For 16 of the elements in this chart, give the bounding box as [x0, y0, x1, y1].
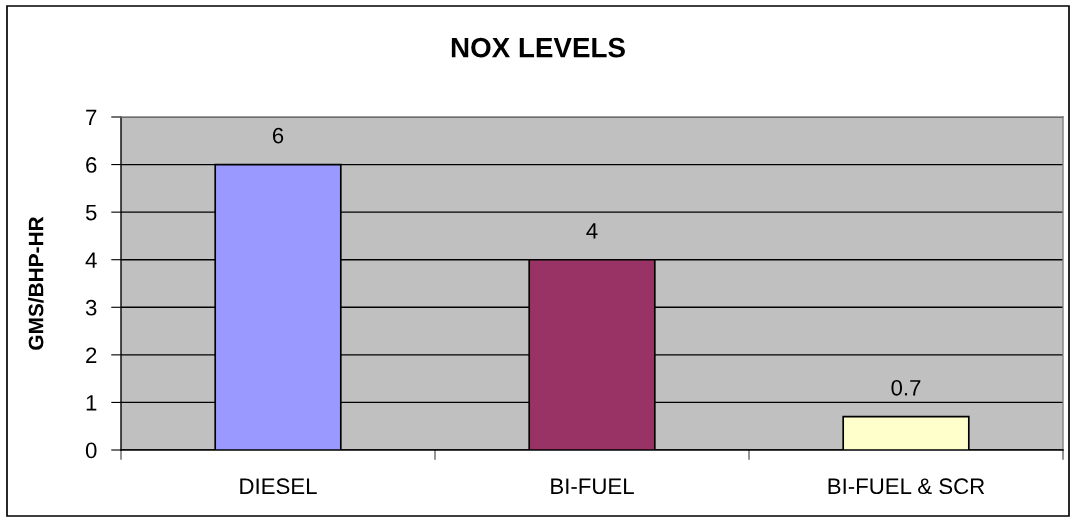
- y-tick-label: 3: [85, 299, 97, 316]
- y-tick-label: 6: [86, 157, 97, 173]
- y-tick-label: 1: [86, 395, 97, 411]
- y-axis-title: GMS/BHP-HR: [28, 216, 44, 350]
- chart-title: NOX LEVELS: [451, 37, 625, 58]
- data-label: 4: [586, 223, 598, 239]
- y-tick-label: 7: [86, 109, 97, 126]
- y-tick-label: 5: [85, 204, 97, 221]
- x-tick-label: BI-FUEL: [551, 478, 634, 495]
- data-label: 6: [272, 127, 284, 144]
- y-tick-label: 2: [86, 347, 97, 363]
- data-label: 0.7: [891, 379, 921, 396]
- y-tick-label: 4: [85, 252, 97, 268]
- x-tick-label: DIESEL: [240, 478, 317, 495]
- x-tick-label: BI-FUEL & SCR: [828, 478, 985, 495]
- y-tick-label: 0: [85, 442, 97, 459]
